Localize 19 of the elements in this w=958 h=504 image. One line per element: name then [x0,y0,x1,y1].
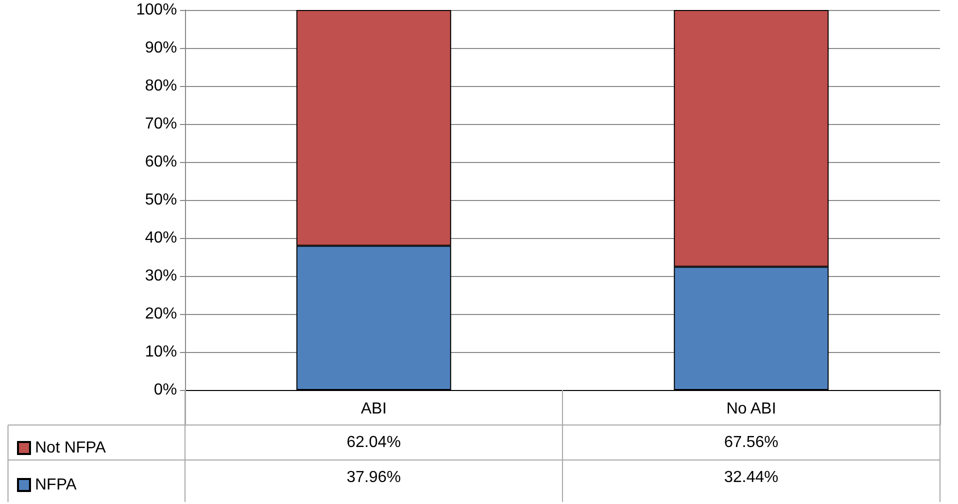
y-tick-label: 20% [144,306,177,322]
y-tick-label: 40% [144,230,177,246]
x-tick-label: No ABI [726,400,776,418]
data-label: 37.96% [346,469,401,486]
y-tick-label: 60% [144,154,177,170]
y-tick-label: 100% [136,2,177,18]
y-tick-label: 10% [144,344,177,360]
y-tick-label: 70% [144,116,177,132]
y-tick-label: 0% [154,382,177,398]
y-tick-label: 30% [144,268,177,284]
legend-label: NFPA [35,476,77,494]
y-tick-label: 80% [144,78,177,94]
data-label: 62.04% [346,434,401,451]
legend-label: Not NFPA [35,440,106,456]
y-tick-label: 50% [144,192,177,208]
y-tick-label: 90% [144,40,177,56]
data-label: 32.44% [724,469,778,486]
x-tick-label: ABI [360,400,387,418]
data-label: 67.56% [724,434,778,451]
